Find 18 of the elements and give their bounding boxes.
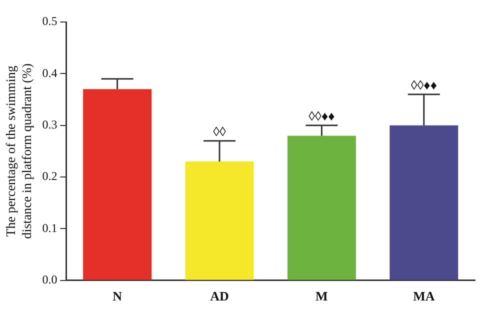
x-tick-label: AD xyxy=(210,288,229,304)
bar xyxy=(287,136,356,280)
x-tick-label: N xyxy=(112,288,123,304)
bar xyxy=(390,125,458,280)
y-tick-label: 0.0 xyxy=(42,272,58,287)
x-tick-label: MA xyxy=(413,288,436,304)
annotation: ◊◊♦♦ xyxy=(308,108,336,124)
x-tick-label: M xyxy=(316,288,328,304)
y-tick-label: 0.1 xyxy=(42,220,58,235)
y-axis-title: The percentage of the swimming distance in platform quadrant (%) xyxy=(3,63,34,239)
annotation: ◊◊♦♦ xyxy=(410,77,438,92)
y-tick-label: 0.2 xyxy=(42,169,58,184)
y-tick-label: 0.4 xyxy=(42,66,58,80)
bar xyxy=(83,89,152,280)
annotation: ◊◊ xyxy=(213,124,226,139)
bar xyxy=(185,162,254,280)
y-tick-label: 0.5 xyxy=(42,14,58,28)
y-tick-label: 0.3 xyxy=(42,118,58,132)
